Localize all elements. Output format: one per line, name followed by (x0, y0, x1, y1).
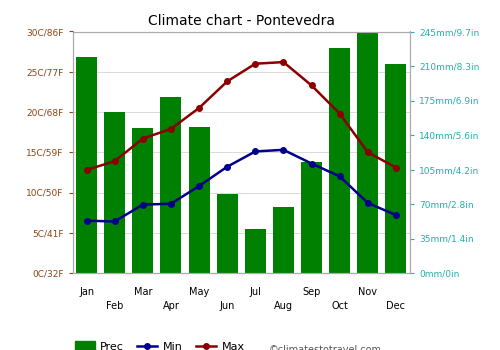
Text: Sep: Sep (302, 287, 321, 297)
Bar (301, 162, 322, 273)
Bar (216, 194, 238, 273)
Text: Dec: Dec (386, 301, 406, 311)
Bar (273, 207, 294, 273)
Bar (188, 127, 210, 273)
Text: Mar: Mar (134, 287, 152, 297)
Bar (104, 112, 125, 273)
Bar (132, 128, 154, 273)
Text: Jun: Jun (220, 301, 235, 311)
Text: Feb: Feb (106, 301, 124, 311)
Text: May: May (189, 287, 209, 297)
Bar (160, 97, 182, 273)
Title: Climate chart - Pontevedra: Climate chart - Pontevedra (148, 14, 335, 28)
Text: ©climatestotravel.com: ©climatestotravel.com (268, 345, 382, 350)
Text: Nov: Nov (358, 287, 378, 297)
Legend: Prec, Min, Max: Prec, Min, Max (74, 341, 245, 350)
Bar (76, 57, 97, 273)
Bar (358, 9, 378, 273)
Bar (386, 64, 406, 273)
Text: Jan: Jan (79, 287, 94, 297)
Text: Aug: Aug (274, 301, 293, 311)
Text: Oct: Oct (331, 301, 348, 311)
Text: Jul: Jul (250, 287, 261, 297)
Text: Apr: Apr (162, 301, 180, 311)
Bar (245, 229, 266, 273)
Bar (329, 48, 350, 273)
